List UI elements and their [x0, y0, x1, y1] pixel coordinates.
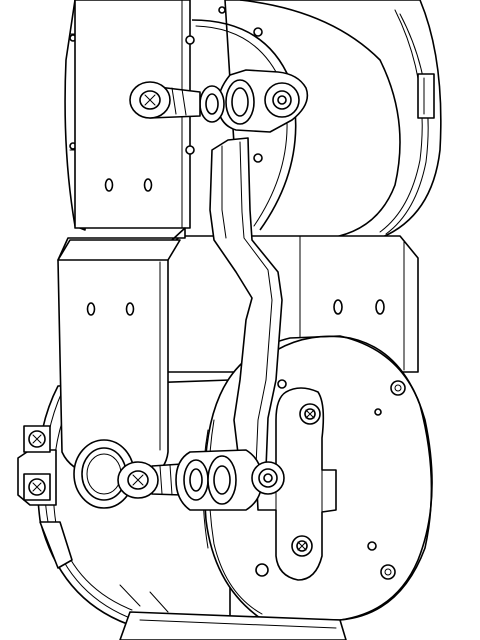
lower-joint	[73, 439, 285, 511]
mount-hole	[86, 302, 96, 316]
side-bracket	[17, 425, 57, 506]
upper-joint	[129, 69, 309, 133]
mount-hole	[375, 299, 385, 315]
mount-hole	[125, 302, 135, 316]
mount-hole	[143, 178, 153, 192]
face-hole	[277, 379, 287, 389]
base-edge	[119, 611, 347, 640]
mount-hole	[333, 299, 343, 315]
clamp-block	[255, 387, 337, 581]
upper-bracket-plate	[74, 0, 195, 229]
face-screw	[380, 564, 396, 580]
face-screw	[390, 380, 406, 396]
mount-hole	[104, 178, 114, 192]
face-screw	[255, 563, 269, 577]
face-hole	[367, 541, 377, 551]
face-hole	[374, 408, 382, 416]
lower-bracket-plate	[57, 227, 186, 477]
